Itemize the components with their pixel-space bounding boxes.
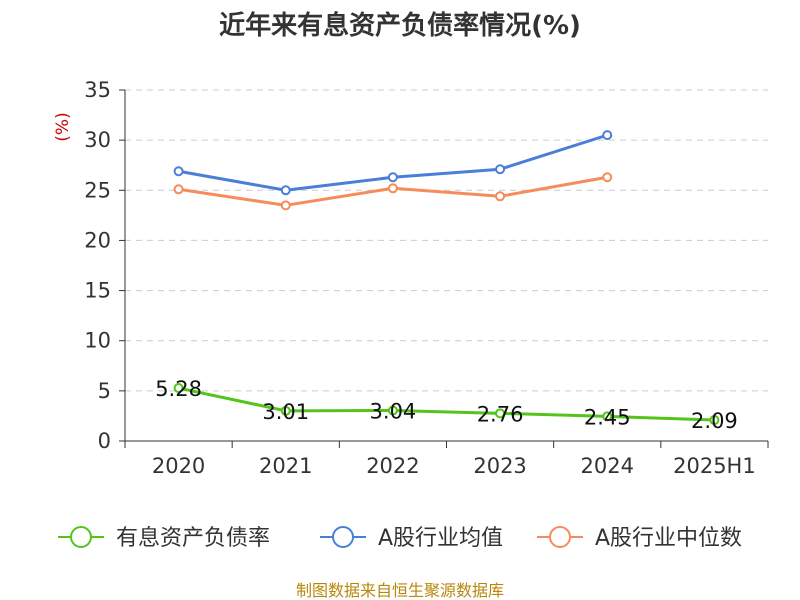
y-axis-unit: (%) [53, 112, 73, 141]
legend-label: A股行业中位数 [595, 526, 742, 551]
y-tick-label: 25 [84, 178, 111, 202]
source-note: 制图数据来自恒生聚源数据库 [296, 581, 504, 600]
data-label: 3.01 [262, 400, 309, 424]
y-tick-label: 35 [84, 78, 111, 102]
legend-item: A股行业均值 [320, 526, 503, 551]
legend-marker [549, 526, 571, 548]
legend-label: 有息资产负债率 [116, 526, 270, 551]
chart-title: 近年来有息资产负债率情况(%) [219, 10, 581, 41]
data-label: 2.45 [584, 405, 631, 429]
data-label: 3.04 [370, 400, 417, 424]
y-tick-label: 5 [98, 379, 111, 403]
data-point [173, 184, 184, 195]
data-labels: 5.28 3.01 3.04 2.76 2.45 2.09 [155, 377, 738, 433]
x-tick-label: 2022 [366, 454, 419, 478]
x-tick-label: 2020 [152, 454, 205, 478]
data-point [387, 405, 398, 416]
series-line-0 [178, 386, 715, 422]
data-label: 5.28 [155, 377, 202, 401]
data-point [602, 172, 613, 183]
data-point [387, 172, 398, 183]
x-axis-ticks: 2020 2021 2022 2023 2024 2025H1 [124, 441, 769, 478]
x-tick-label: 2021 [259, 454, 312, 478]
data-point [495, 164, 506, 175]
data-point [173, 166, 184, 177]
legend-marker [332, 526, 354, 548]
x-tick-label: 2023 [473, 454, 526, 478]
x-tick-label: 2024 [581, 454, 634, 478]
data-label: 2.76 [477, 402, 524, 426]
data-point [387, 183, 398, 194]
legend: 有息资产负债率 A股行业均值 A股行业中位数 [58, 526, 742, 551]
y-tick-label: 15 [84, 279, 111, 303]
data-point [495, 408, 506, 419]
y-tick-label: 10 [84, 329, 111, 353]
data-point [280, 405, 291, 416]
legend-label: A股行业均值 [378, 526, 503, 551]
y-axis-ticks: 0 5 10 15 20 25 30 35 [84, 78, 125, 453]
legend-marker [70, 526, 92, 548]
legend-item: A股行业中位数 [537, 526, 742, 551]
y-tick-label: 30 [84, 128, 111, 152]
data-point [602, 130, 613, 141]
data-point [495, 191, 506, 202]
data-label: 2.09 [691, 409, 738, 433]
data-point [280, 200, 291, 211]
x-tick-label: 2025H1 [673, 454, 756, 478]
axes [124, 90, 768, 442]
y-tick-label: 0 [98, 429, 111, 453]
data-point [280, 185, 291, 196]
gridlines [125, 89, 768, 392]
y-tick-label: 20 [84, 228, 111, 252]
data-point [173, 383, 184, 394]
data-point [602, 411, 613, 422]
data-point [709, 415, 720, 426]
legend-item: 有息资产负债率 [58, 526, 270, 551]
series-group [173, 130, 720, 426]
